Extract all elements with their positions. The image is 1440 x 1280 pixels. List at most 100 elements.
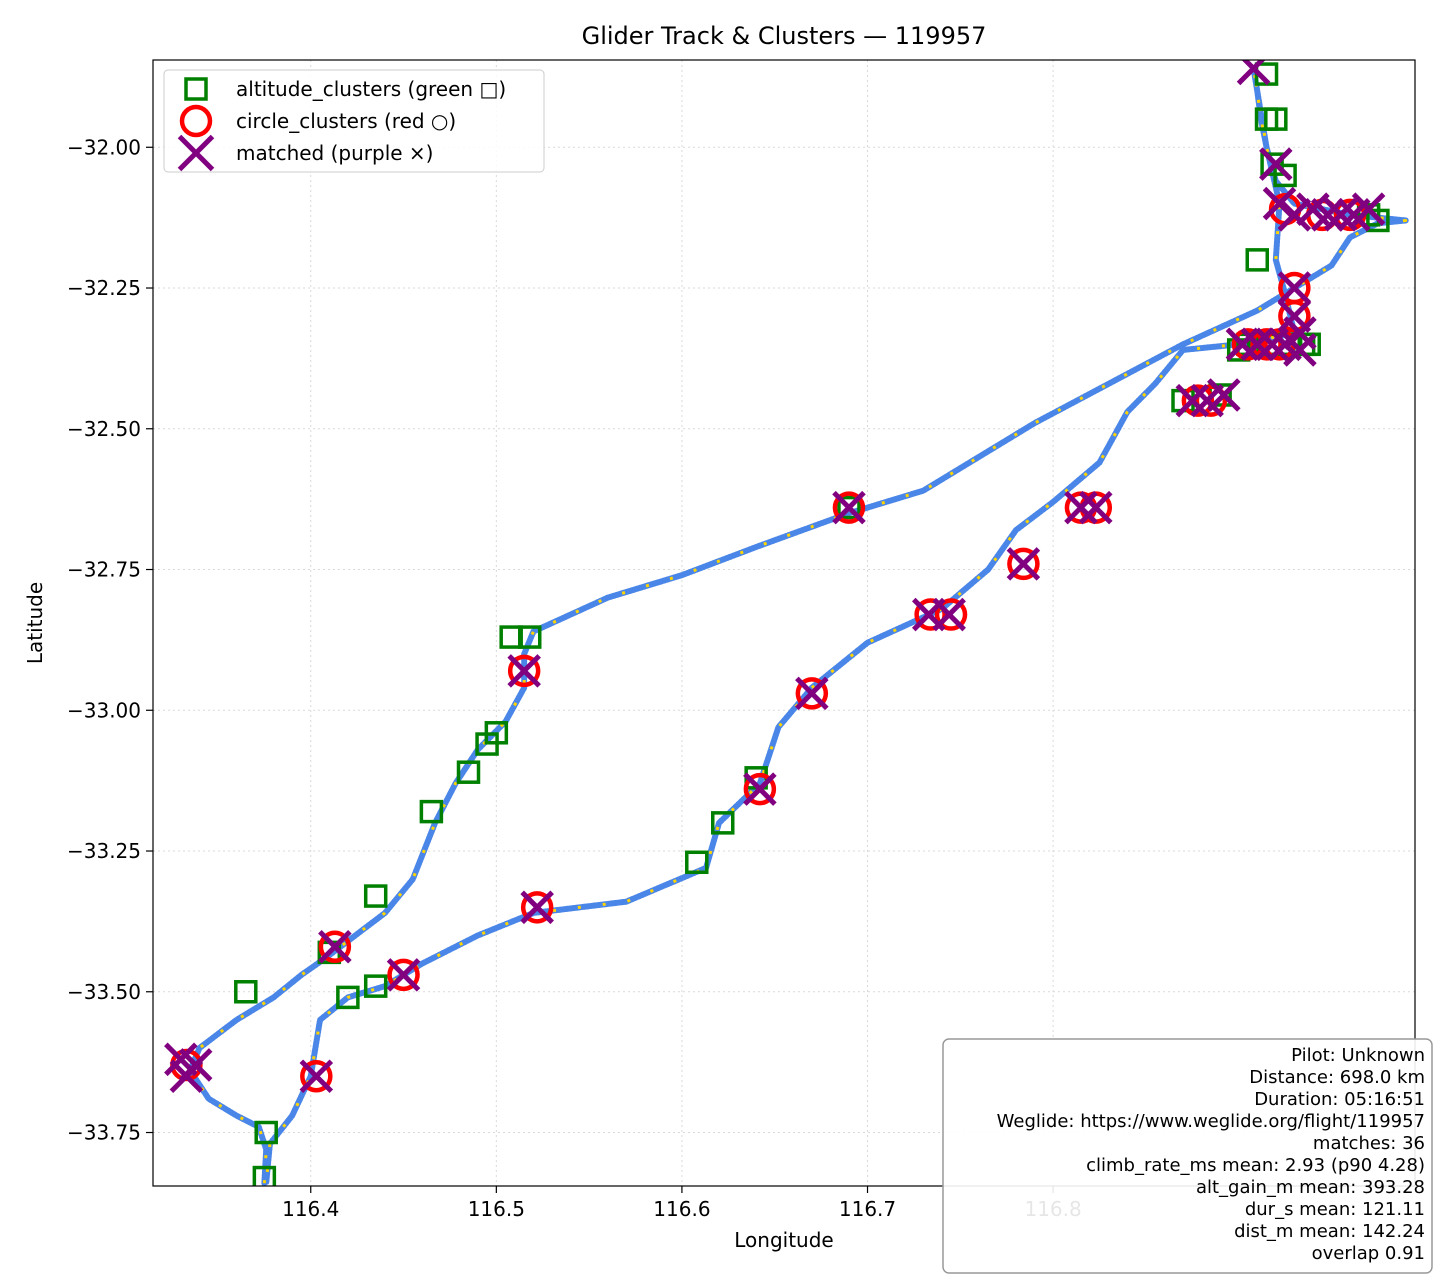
legend-box (163, 69, 545, 173)
matched-marker (795, 676, 829, 711)
altitude-cluster-marker (254, 1120, 278, 1145)
x-stroke (1006, 547, 1041, 581)
x-stroke (1277, 299, 1312, 333)
x-tick-label: 116.7 (839, 1197, 896, 1221)
circle-cluster-marker (387, 958, 420, 992)
altitude-cluster-marker (711, 811, 735, 835)
circle-cluster-marker (318, 930, 352, 963)
matched-marker (507, 654, 541, 688)
x-stroke (1277, 271, 1312, 305)
x-stroke (1225, 327, 1260, 362)
legend-label: matched (purple ×) (236, 141, 433, 165)
altitude-cluster-marker (336, 985, 360, 1010)
x-axis-label: Longitude (734, 1228, 833, 1252)
matched-marker (1207, 378, 1241, 412)
x-stroke (1207, 378, 1241, 412)
x-stroke (1351, 192, 1386, 226)
info-line: dur_s mean: 121.11 (1245, 1199, 1425, 1220)
x-tick-label: 116.4 (282, 1197, 339, 1221)
circle-cluster-marker (934, 598, 968, 631)
x-stroke (832, 490, 866, 525)
matched-marker (318, 929, 352, 964)
x-stroke (1277, 198, 1312, 232)
altitude-cluster-marker (1273, 163, 1297, 188)
matched-marker (169, 1059, 204, 1093)
altitude-cluster-marker (1366, 208, 1390, 233)
info-line: Duration: 05:16:51 (1254, 1089, 1425, 1110)
x-stroke (164, 1042, 198, 1077)
x-stroke (1255, 327, 1289, 362)
info-line: Weglide: https://www.weglide.org/flight/… (997, 1111, 1425, 1132)
x-stroke (1268, 327, 1302, 362)
plot-area (164, 60, 1409, 1186)
y-tick-label: −32.50 (67, 417, 141, 441)
matched-marker (832, 490, 866, 525)
x-stroke (1262, 186, 1297, 221)
info-line: alt_gain_m mean: 393.28 (1196, 1177, 1425, 1198)
circle-cluster-marker (743, 772, 777, 806)
matched-marker (1351, 192, 1386, 226)
x-stroke (169, 1059, 204, 1093)
matched-marker (1277, 271, 1312, 305)
y-tick-label: −33.75 (67, 1121, 141, 1145)
circle-cluster-marker (795, 677, 829, 710)
matched-marker (1277, 198, 1312, 232)
altitude-cluster-marker (517, 625, 542, 649)
x-stroke (1064, 490, 1098, 525)
matched-marker (1236, 60, 1271, 86)
matched-marker (1064, 490, 1098, 525)
matched-marker (1311, 198, 1345, 232)
info-line: Distance: 698.0 km (1249, 1067, 1425, 1088)
x-tick-label: 116.5 (468, 1197, 525, 1221)
x-stroke (795, 676, 829, 711)
altitude-cluster-marker (837, 495, 861, 520)
matched-marker (1240, 327, 1275, 362)
x-stroke (1283, 316, 1317, 350)
circle-cluster-marker (1250, 328, 1283, 361)
y-axis-label: Latitude (23, 582, 47, 664)
matched-marker (1259, 147, 1293, 181)
matched-marker (932, 597, 966, 632)
altitude-cluster-marker (363, 884, 388, 908)
legend-marker-circle (179, 104, 213, 138)
x-stroke (1259, 147, 1293, 181)
x-stroke (177, 134, 215, 172)
y-tick-label: −33.00 (67, 698, 141, 722)
circle-cluster-marker (300, 1059, 333, 1093)
matched-marker (1006, 547, 1041, 581)
legend: altitude_clusters (green □) circle_cluste… (163, 69, 545, 173)
info-line: matches: 36 (1313, 1133, 1425, 1154)
circle-cluster-marker (832, 491, 866, 524)
track-layer (187, 65, 1409, 1186)
y-tick-label: −33.50 (67, 980, 141, 1004)
altitude-cluster-marker (1245, 248, 1269, 272)
matched-marker (1255, 327, 1289, 362)
matched-marker (1283, 316, 1317, 350)
legend-marker-square (184, 77, 208, 101)
matched-marker (299, 1059, 334, 1093)
altitude-cluster-marker (456, 760, 481, 784)
info-line: climb_rate_ms mean: 2.93 (p90 4.28) (1086, 1155, 1425, 1176)
x-stroke (520, 890, 554, 925)
y-tick-label: −33.25 (67, 839, 141, 863)
matched-marker (1079, 490, 1113, 525)
altitude-cluster-marker (363, 974, 388, 998)
matched-marker (520, 890, 554, 925)
info-line: Pilot: Unknown (1291, 1045, 1425, 1066)
x-stroke (1079, 490, 1113, 525)
y-tick-label: −32.25 (67, 276, 141, 300)
altitude-cluster-marker (484, 721, 509, 745)
altitude-cluster-marker (234, 980, 258, 1004)
x-stroke (1236, 60, 1266, 86)
x-tick-label: 116.6 (653, 1197, 710, 1221)
matched-marker (386, 958, 421, 992)
circle-cluster-marker (520, 891, 554, 924)
matched-marker (1225, 327, 1260, 362)
matched-marker (1262, 186, 1297, 221)
x-stroke (932, 597, 966, 632)
x-stroke (1311, 198, 1345, 232)
x-stroke (386, 958, 421, 992)
circle-cluster-marker (914, 598, 947, 631)
